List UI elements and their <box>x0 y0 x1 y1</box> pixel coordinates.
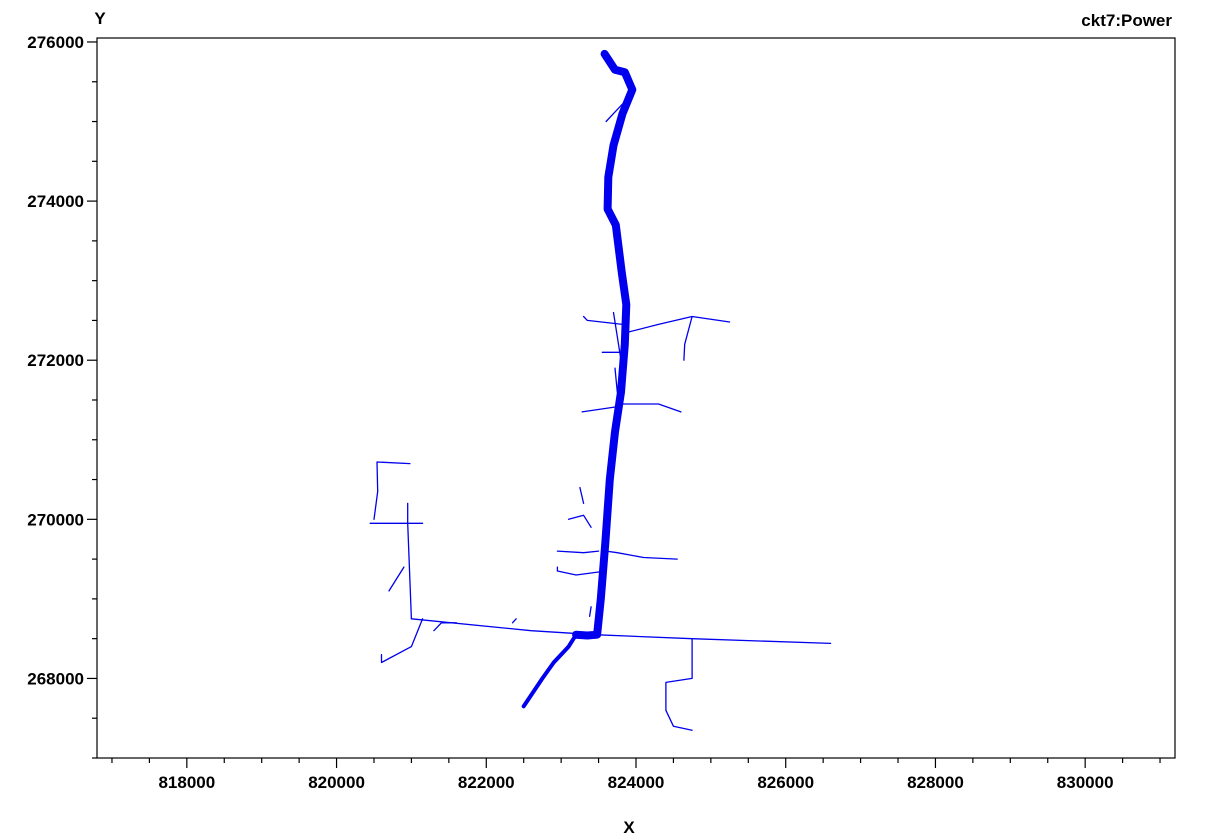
feeder-line-thin-23 <box>665 638 693 711</box>
x-tick-label: 824000 <box>608 773 665 792</box>
feeder-line-thin-28 <box>614 367 618 393</box>
y-tick-label: 276000 <box>27 33 84 52</box>
feeder-line-thin-20 <box>556 550 600 554</box>
axes <box>96 37 1176 759</box>
x-tick-label: 828000 <box>907 773 964 792</box>
feeder-line-thin-22 <box>579 486 585 505</box>
feeder-line-thin-14 <box>683 315 693 361</box>
y-tick-label: 272000 <box>27 351 84 370</box>
feeder-line-thin-26 <box>605 97 630 123</box>
feeder-line-thin-19 <box>556 566 607 576</box>
feeder-line-thin-17 <box>618 403 682 413</box>
feeder-line-thin-16 <box>581 405 621 413</box>
feeder-line-thin-27 <box>612 311 622 361</box>
y-tick-label: 268000 <box>27 669 84 688</box>
feeder-line-thin-13 <box>626 315 731 334</box>
x-tick-label: 818000 <box>158 773 215 792</box>
y-axis-label: Y <box>94 9 106 28</box>
y-tick-label: 270000 <box>27 510 84 529</box>
y-tick-label: 274000 <box>27 192 84 211</box>
x-tick-label: 822000 <box>458 773 515 792</box>
x-axis-label: X <box>623 818 635 837</box>
feeder-line-thin-3 <box>407 522 413 620</box>
feeder-line-thin-25 <box>588 606 592 618</box>
x-tick-label: 820000 <box>308 773 365 792</box>
x-tick-label: 830000 <box>1057 773 1114 792</box>
ticks: 818000 820000 822000 824000 826000 828000 8300… <box>27 33 1161 792</box>
feeder-line-thin-10 <box>388 566 405 592</box>
feeder-line-heavy-0 <box>572 49 637 640</box>
feeder-line-thin-18 <box>605 550 678 560</box>
chart-title: ckt7:Power <box>1081 11 1172 30</box>
feeder-line-thin-11 <box>511 618 517 624</box>
plot-frame <box>96 37 1176 759</box>
feeder-line-medium-1 <box>521 632 579 709</box>
feeder-line-thin-7 <box>373 461 411 520</box>
data-series <box>369 49 832 731</box>
feeder-line-thin-12 <box>582 315 624 326</box>
feeder-line-thin-2 <box>410 618 832 645</box>
feeder-line-thin-8 <box>380 618 424 664</box>
x-tick-label: 826000 <box>757 773 814 792</box>
feeder-line-thin-21 <box>567 514 592 528</box>
feeder-line-thin-9 <box>433 622 457 632</box>
feeder-line-thin-24 <box>665 709 693 731</box>
